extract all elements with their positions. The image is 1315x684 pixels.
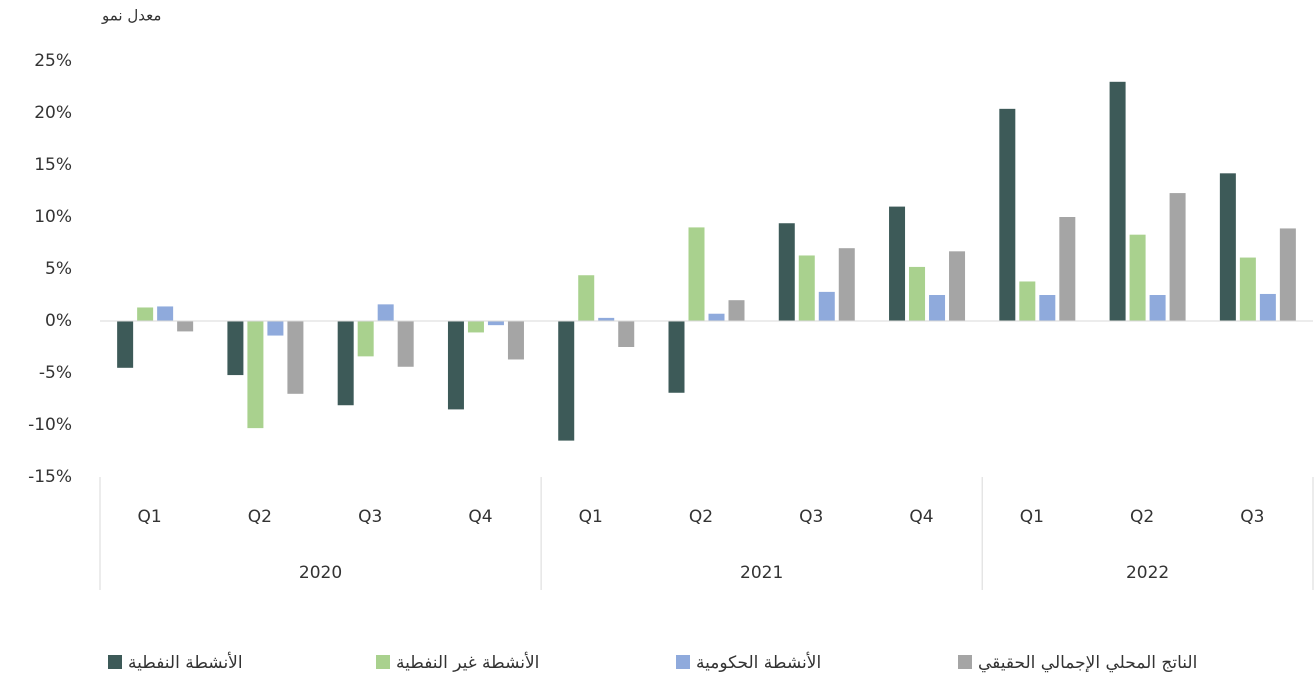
legend-label: الأنشطة غير النفطية — [396, 652, 539, 673]
bar — [447, 321, 464, 410]
y-tick-label: -15% — [28, 467, 72, 487]
bar — [117, 321, 134, 368]
y-tick-label: -10% — [28, 415, 72, 435]
bar — [1149, 295, 1166, 321]
bar — [668, 321, 685, 393]
bar — [227, 321, 244, 376]
legend-swatch — [108, 655, 122, 669]
bar — [487, 321, 504, 326]
x-tick-label: Q2 — [689, 507, 713, 527]
legend-label: الناتج المحلي الإجمالي الحقيقي — [978, 653, 1197, 673]
group-label: 2020 — [299, 563, 342, 583]
bar — [397, 321, 414, 367]
x-tick-label: Q2 — [1130, 507, 1154, 527]
y-tick-label: 10% — [34, 207, 72, 227]
bar — [598, 317, 615, 321]
x-tick-label: Q1 — [1020, 507, 1044, 527]
bar — [618, 321, 635, 347]
bar — [1259, 293, 1276, 321]
bar — [708, 313, 725, 321]
y-tick-label: 20% — [34, 103, 72, 123]
bar — [467, 321, 484, 333]
bar — [728, 300, 745, 321]
x-tick-label: Q3 — [1240, 507, 1264, 527]
x-tick-label: Q4 — [468, 507, 492, 527]
y-axis-label: معدل نمو — [101, 7, 161, 25]
y-tick-label: 15% — [34, 155, 72, 175]
bar — [929, 295, 946, 321]
bar — [137, 307, 154, 321]
bar — [1169, 193, 1186, 321]
legend-swatch — [376, 655, 390, 669]
bar — [999, 108, 1016, 321]
bar — [778, 223, 795, 321]
x-tick-label: Q1 — [579, 507, 603, 527]
bar — [177, 321, 194, 332]
y-tick-label: -5% — [39, 363, 72, 383]
bar — [1129, 234, 1146, 321]
bar — [1019, 281, 1036, 321]
bar — [798, 255, 815, 321]
y-tick-label: 5% — [45, 259, 72, 279]
bar — [1109, 81, 1126, 321]
bar — [1039, 295, 1056, 321]
bar — [838, 248, 855, 321]
bar — [357, 321, 374, 357]
bar — [377, 304, 394, 321]
bar — [909, 266, 926, 321]
x-tick-label: Q3 — [799, 507, 823, 527]
x-tick-label: Q2 — [248, 507, 272, 527]
x-tick-label: Q1 — [138, 507, 162, 527]
group-label: 2021 — [740, 563, 783, 583]
bar — [247, 321, 264, 429]
bar — [1279, 228, 1296, 321]
bar — [818, 291, 835, 321]
y-tick-label: 25% — [34, 51, 72, 71]
bar — [1239, 257, 1256, 321]
bar — [558, 321, 575, 441]
legend-swatch — [676, 655, 690, 669]
bar — [1219, 173, 1236, 321]
group-label: 2022 — [1126, 563, 1169, 583]
bar — [337, 321, 354, 406]
bar — [267, 321, 284, 336]
bar — [1059, 217, 1076, 321]
x-tick-label: Q3 — [358, 507, 382, 527]
legend-swatch — [958, 655, 972, 669]
bar — [889, 206, 906, 321]
bar — [578, 275, 595, 321]
bar — [287, 321, 304, 394]
legend-label: الأنشطة الحكومية — [696, 652, 821, 673]
bar — [949, 251, 966, 321]
bar — [157, 306, 174, 321]
bar — [507, 321, 524, 360]
y-tick-label: 0% — [45, 311, 72, 331]
bar — [688, 227, 705, 321]
x-tick-label: Q4 — [909, 507, 933, 527]
legend-label: الأنشطة النفطية — [128, 652, 243, 673]
